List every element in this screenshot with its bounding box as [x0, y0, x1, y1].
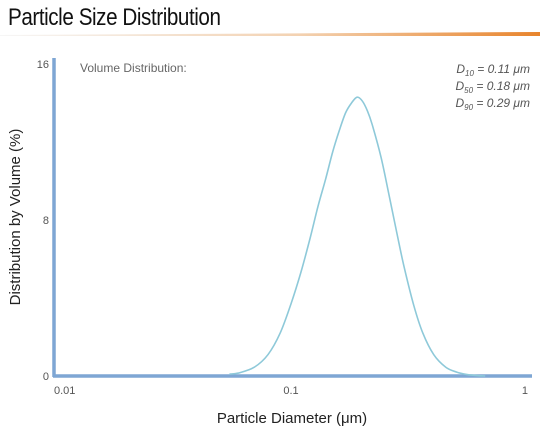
chart-title: Particle Size Distribution	[8, 4, 221, 31]
distribution-curve	[229, 96, 486, 377]
title-underline	[0, 32, 540, 36]
x-tick-label: 0.1	[283, 385, 298, 397]
stat-d50: D50 = 0.18 μm	[455, 79, 530, 95]
stat-d90: D90 = 0.29 μm	[455, 96, 530, 112]
x-tick-label: 0.01	[54, 385, 75, 397]
x-tick-label: 1	[522, 385, 528, 397]
y-tick-label: 16	[37, 59, 49, 71]
tick-labels: 0 8 16 0.01 0.1 1	[37, 59, 528, 397]
x-axis-label: Particle Diameter (μm)	[217, 410, 367, 427]
axes	[52, 58, 532, 378]
y-axis-label: Distribution by Volume (%)	[7, 129, 24, 306]
chart-subtitle: Volume Distribution:	[80, 61, 187, 75]
y-tick-label: 8	[43, 215, 49, 227]
stat-d10: D10 = 0.11 μm	[456, 62, 530, 78]
y-tick-label: 0	[43, 371, 49, 383]
